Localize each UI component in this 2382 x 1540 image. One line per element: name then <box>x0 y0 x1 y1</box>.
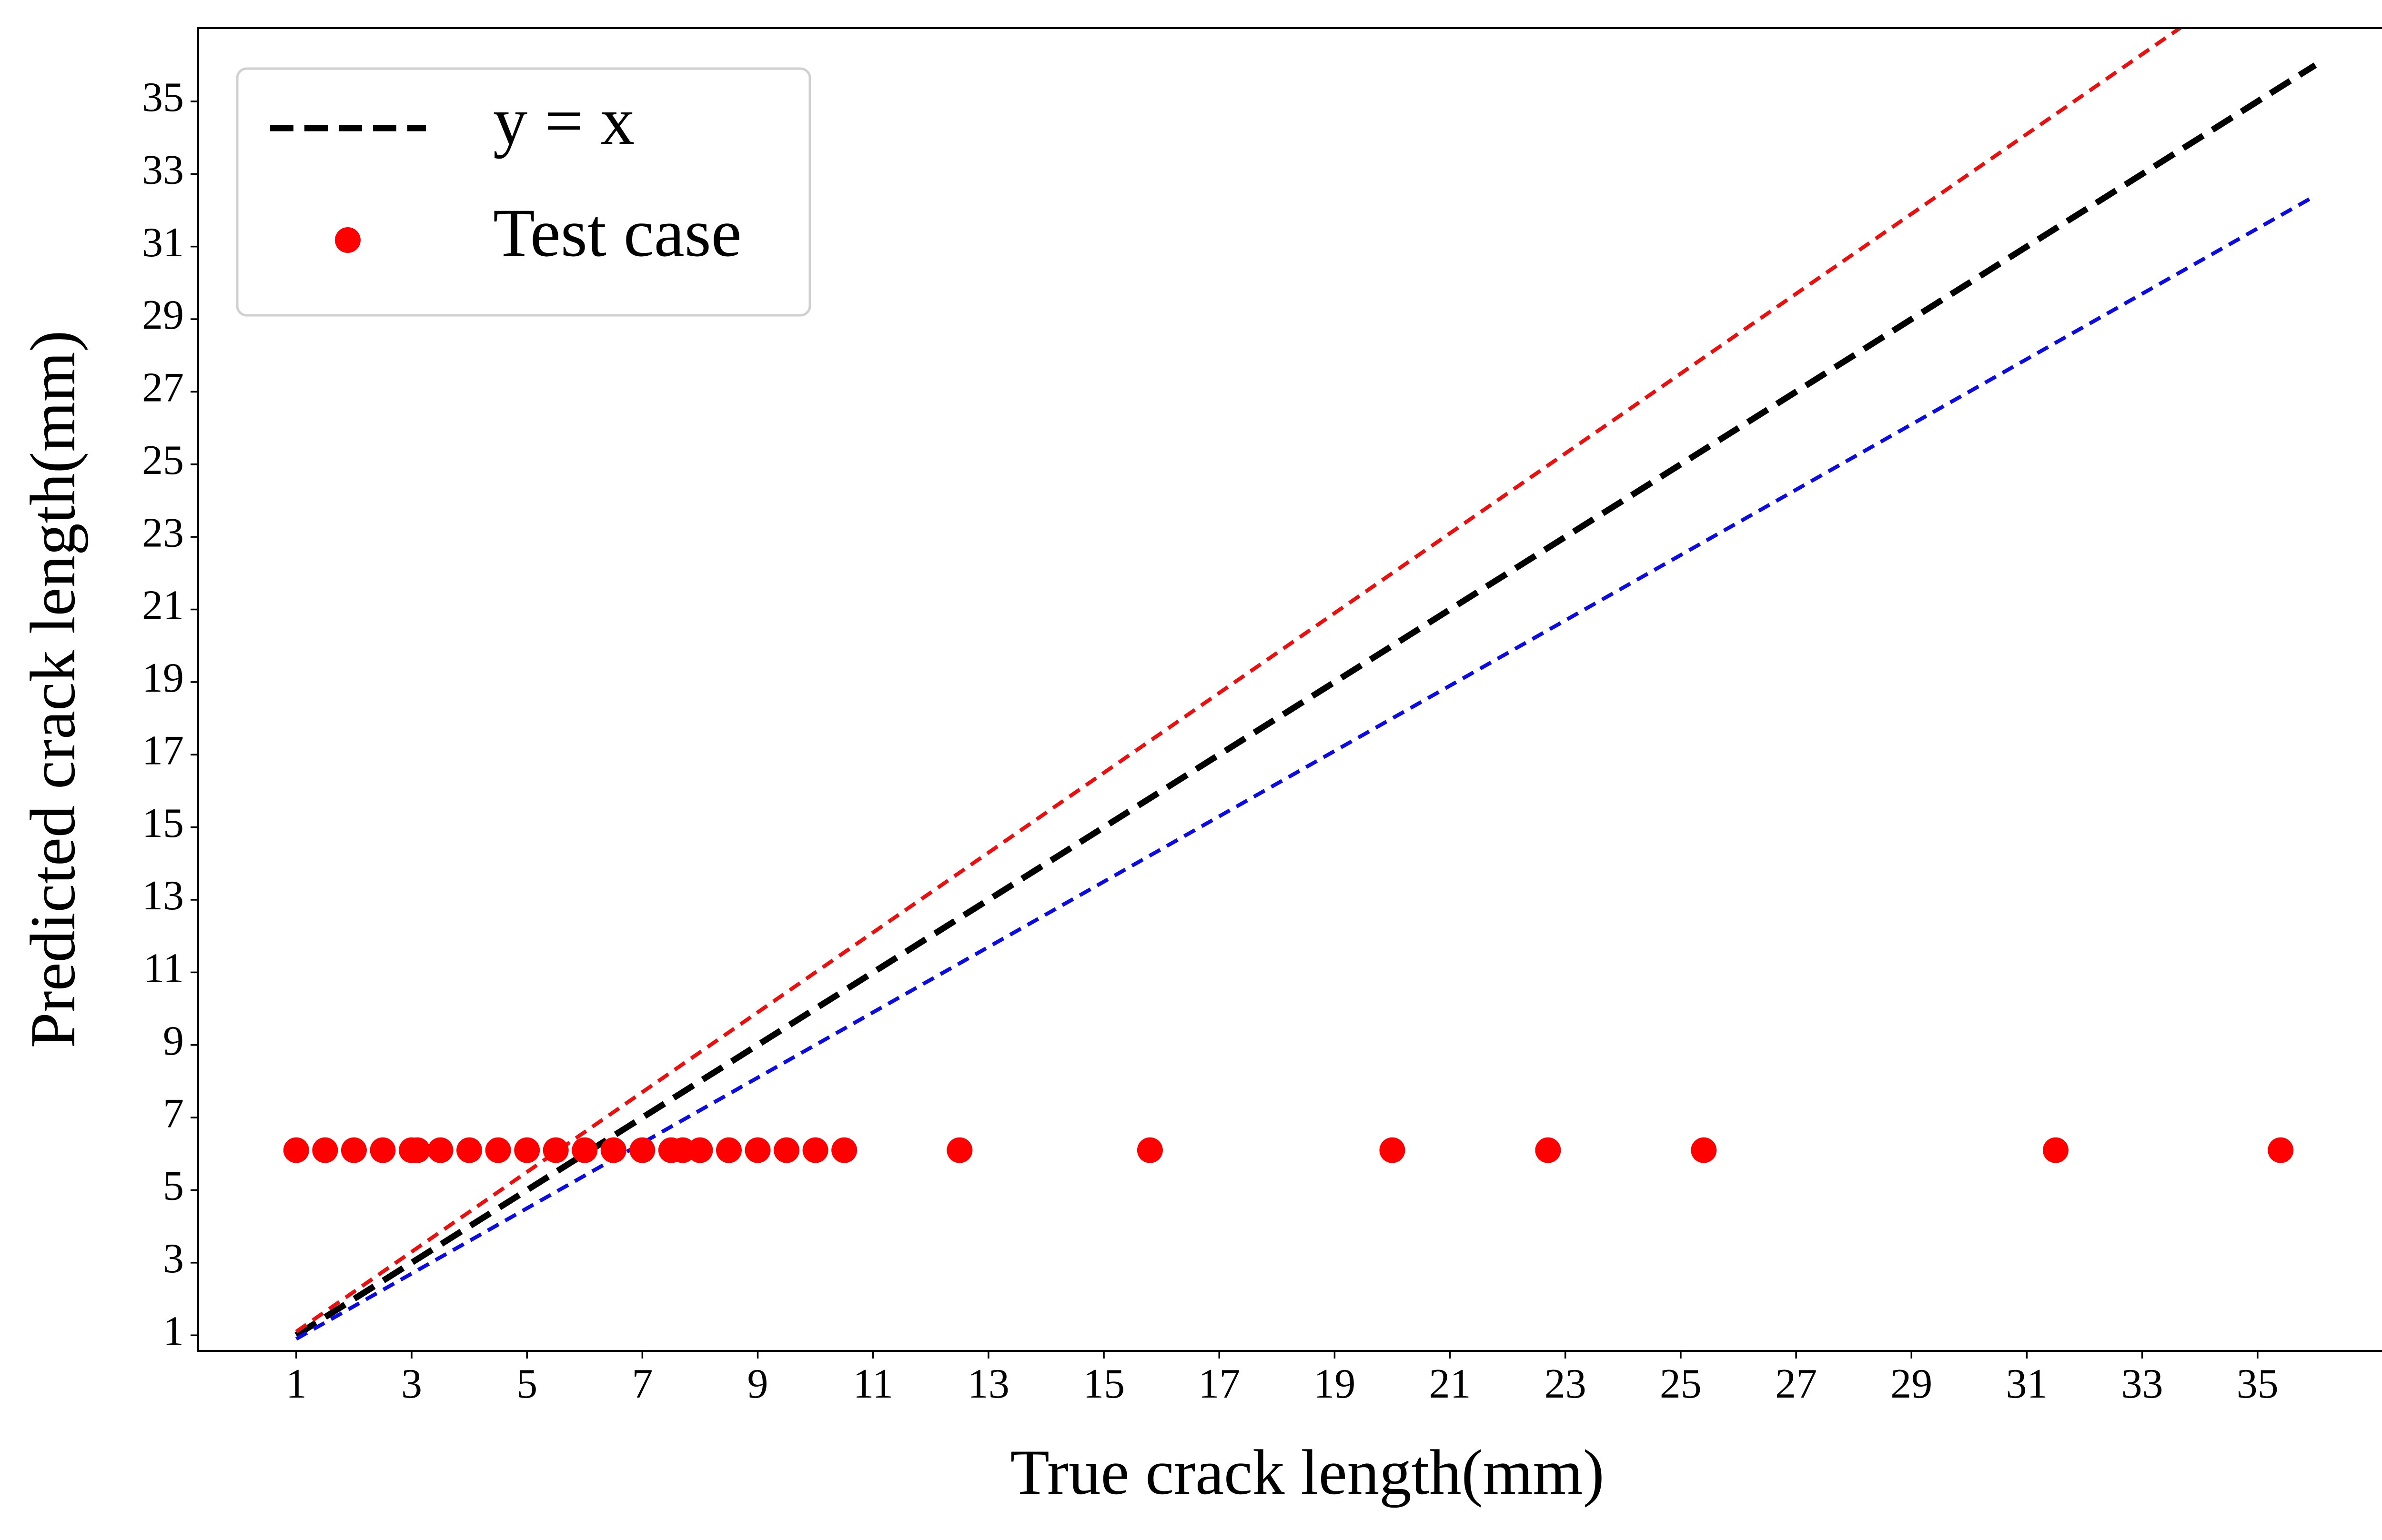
x-tick-label: 17 <box>1198 1361 1240 1407</box>
legend-label: y = x <box>493 83 635 159</box>
point <box>745 1137 771 1163</box>
y-tick-label: 5 <box>163 1163 184 1209</box>
legend-label: Test case <box>493 195 742 271</box>
x-tick-label: 9 <box>747 1361 768 1407</box>
y-tick-label: 15 <box>142 800 184 846</box>
point <box>514 1137 540 1163</box>
x-tick-label: 29 <box>1890 1361 1932 1407</box>
x-tick-label: 21 <box>1429 1361 1471 1407</box>
y-tick-label: 31 <box>142 220 184 266</box>
legend-swatch <box>335 227 361 253</box>
x-tick-label: 7 <box>632 1361 653 1407</box>
x-tick-label: 11 <box>853 1361 893 1407</box>
y-tick-label: 3 <box>163 1236 184 1282</box>
x-tick-label: 19 <box>1313 1361 1355 1407</box>
y-tick-label: 1 <box>163 1308 184 1354</box>
y-axis-label: Predicted crack length(mm) <box>18 331 89 1048</box>
x-tick-label: 3 <box>401 1361 422 1407</box>
point <box>1379 1137 1405 1163</box>
x-tick-label: 15 <box>1083 1361 1125 1407</box>
point <box>370 1137 396 1163</box>
point <box>831 1137 858 1163</box>
x-tick-label: 23 <box>1544 1361 1586 1407</box>
point <box>1535 1137 1561 1163</box>
point <box>427 1137 454 1163</box>
y-tick-label: 17 <box>142 727 184 774</box>
point <box>2042 1137 2069 1163</box>
plot-area <box>283 28 2317 1341</box>
x-tick-label: 25 <box>1660 1361 1702 1407</box>
y-tick-label: 21 <box>142 583 184 629</box>
x-tick-label: 33 <box>2121 1361 2163 1407</box>
line <box>295 28 2183 1333</box>
y-tick-label: 11 <box>143 946 184 992</box>
point <box>341 1137 367 1163</box>
x-tick-label: 1 <box>286 1361 307 1407</box>
y-tick-label: 29 <box>142 292 184 338</box>
point <box>2268 1137 2294 1163</box>
y-tick-label: 7 <box>163 1090 184 1137</box>
point <box>802 1137 828 1163</box>
point <box>716 1137 742 1163</box>
point <box>600 1137 626 1163</box>
legend: y = x Test case <box>236 67 811 317</box>
point <box>629 1137 656 1163</box>
point <box>312 1137 338 1163</box>
point <box>456 1137 483 1163</box>
y-tick-label: 9 <box>163 1018 184 1064</box>
y-tick-label: 25 <box>142 437 184 483</box>
point <box>404 1137 431 1163</box>
y-tick-label: 23 <box>142 510 184 556</box>
y-tick-label: 19 <box>142 655 184 701</box>
y-tick-label: 27 <box>142 365 184 411</box>
point <box>1691 1137 1717 1163</box>
point <box>687 1137 713 1163</box>
point <box>1137 1137 1163 1163</box>
point <box>572 1137 598 1163</box>
point <box>543 1137 569 1163</box>
y-tick-label: 33 <box>142 147 184 193</box>
x-tick-label: 31 <box>2006 1361 2048 1407</box>
y-tick-label: 13 <box>142 873 184 919</box>
point <box>947 1137 973 1163</box>
point <box>283 1137 309 1163</box>
x-axis-label: True crack length(mm) <box>1010 1437 1604 1508</box>
x-tick-label: 35 <box>2237 1361 2279 1407</box>
x-tick-label: 27 <box>1775 1361 1817 1407</box>
x-tick-label: 5 <box>516 1361 537 1407</box>
axes-frame <box>197 27 2382 1352</box>
point <box>774 1137 800 1163</box>
line <box>294 62 2317 1338</box>
point <box>485 1137 511 1163</box>
y-tick-label: 35 <box>142 74 184 121</box>
x-tick-label: 13 <box>968 1361 1009 1407</box>
